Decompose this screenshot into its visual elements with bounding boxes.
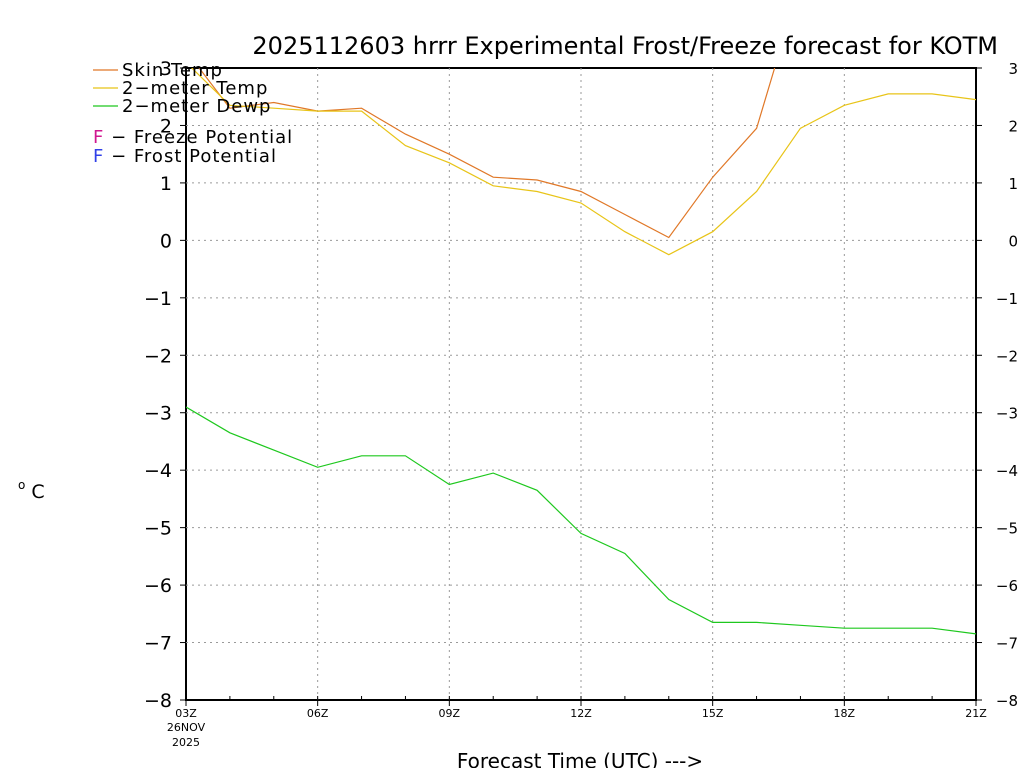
x-tick-label: 21Z xyxy=(965,707,987,720)
legend-label: 2−meter Dewp xyxy=(122,96,271,117)
x-tick-label: 18Z xyxy=(834,707,856,720)
potential-legend-letter: F xyxy=(93,146,104,167)
y-axis-unit-label: o C xyxy=(18,472,45,503)
y-tick-label-right: 3 xyxy=(1008,60,1018,78)
legend-label: 2−meter Temp xyxy=(122,78,268,99)
y-tick-label-left: 0 xyxy=(160,230,172,252)
potential-legend-text: − Freeze Potential xyxy=(104,127,293,148)
x-tick-label: 12Z xyxy=(570,707,592,720)
y-tick-label-right: 0 xyxy=(1008,232,1018,250)
potential-legend-entry: F − Frost Potential xyxy=(93,146,277,167)
y-tick-label-right: −2 xyxy=(996,347,1018,365)
x-axis-ticks: 03Z 06Z 09Z 12Z 15Z 18Z 21Z xyxy=(175,696,987,720)
y-tick-label-left: −3 xyxy=(144,403,172,425)
x-tick-label: 09Z xyxy=(439,707,461,720)
y-tick-label-right: −3 xyxy=(996,405,1018,423)
y-tick-label-right: −5 xyxy=(996,520,1018,538)
y-tick-label-right: 2 xyxy=(1008,117,1018,135)
y-tick-label-left: 1 xyxy=(160,173,172,195)
x-axis-title: Forecast Time (UTC) ---> xyxy=(457,749,703,768)
y-tick-label-left: −6 xyxy=(144,575,172,597)
chart-title: 2025112603 hrrr Experimental Frost/Freez… xyxy=(252,32,998,60)
y-tick-label-right: −4 xyxy=(996,462,1018,480)
potential-legend-letter: F xyxy=(93,127,104,148)
y-tick-label-left: −2 xyxy=(144,345,172,367)
grid-lines xyxy=(186,68,976,700)
y-axis-unit-letter: C xyxy=(31,481,44,503)
x-date-year-label: 2025 xyxy=(172,736,200,749)
y-tick-label-right: −6 xyxy=(996,577,1018,595)
x-tick-label: 15Z xyxy=(702,707,724,720)
legend-label: Skin Temp xyxy=(122,60,223,81)
data-series xyxy=(186,68,976,635)
y-tick-label-right: −7 xyxy=(996,635,1018,653)
series-line xyxy=(190,68,976,256)
y-tick-label-right: −1 xyxy=(996,290,1018,308)
x-tick-label: 06Z xyxy=(307,707,329,720)
x-tick-label: 03Z xyxy=(175,707,197,720)
potential-legend-entry: F − Freeze Potential xyxy=(93,127,293,148)
y-axis-ticks: −8 −8 −7 −7 −6 −6 −5 −5 −4 −4 −3 −3 −2 −2 −1 −1 0 0 1 1 2 2 3 3 xyxy=(144,58,1018,712)
y-tick-label-left: −4 xyxy=(144,460,172,482)
y-axis-unit-degree: o xyxy=(18,478,25,492)
potential-legend-text: − Frost Potential xyxy=(104,146,277,167)
y-tick-label-left: 3 xyxy=(160,58,172,80)
y-tick-label-left: −7 xyxy=(144,633,172,655)
plot-frame xyxy=(185,67,977,701)
y-tick-label-right: −8 xyxy=(996,692,1018,710)
y-tick-label-left: 2 xyxy=(160,115,172,137)
y-tick-label-left: −1 xyxy=(144,288,172,310)
y-tick-label-left: −8 xyxy=(144,690,172,712)
y-tick-label-right: 1 xyxy=(1008,175,1018,193)
x-date-day-label: 26NOV xyxy=(167,721,206,734)
series-line xyxy=(186,406,976,635)
y-tick-label-left: −5 xyxy=(144,518,172,540)
